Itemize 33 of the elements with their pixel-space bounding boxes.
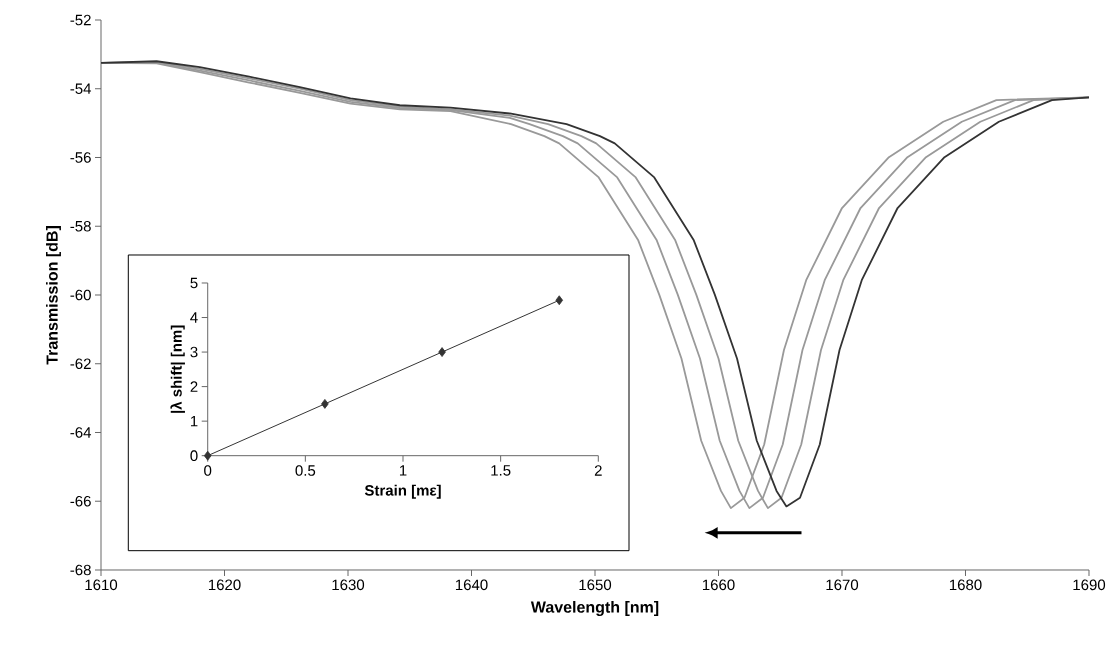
x-tick-label: 1680 <box>949 579 982 591</box>
y-tick-label: -66 <box>70 495 91 507</box>
y-tick-label: -52 <box>70 14 91 26</box>
x-tick-label: 1610 <box>85 579 118 591</box>
y-tick-label: -64 <box>70 427 92 438</box>
y-tick-label: 4 <box>190 312 198 323</box>
y-tick-label: -56 <box>70 152 91 163</box>
x-tick-label: 1 <box>399 465 407 476</box>
x-tick-label: 1630 <box>332 579 365 591</box>
y-tick-label: 5 <box>190 277 198 289</box>
y-tick-label: -54 <box>70 83 92 94</box>
x-tick-label: 1670 <box>826 579 859 591</box>
y-tick-label: 2 <box>190 381 198 392</box>
x-tick-label: 0 <box>204 465 212 476</box>
y-tick-label: 0 <box>190 450 198 461</box>
x-tick-label: 1650 <box>579 579 612 591</box>
y-tick-label: -58 <box>70 220 91 232</box>
x-tick-label: 1620 <box>208 579 241 591</box>
x-tick-label: 1660 <box>702 579 735 591</box>
y-tick-label: -68 <box>70 564 91 576</box>
x-tick-label: 2 <box>594 465 602 476</box>
y-axis-title: |λ shift| [nm] <box>170 325 185 413</box>
x-tick-label: 1.5 <box>491 465 511 476</box>
y-tick-label: 3 <box>190 346 198 358</box>
y-tick-label: -60 <box>70 289 91 301</box>
x-tick-label: 1690 <box>1073 579 1106 591</box>
x-tick-label: 0.5 <box>295 465 316 476</box>
y-tick-label: -62 <box>70 358 91 370</box>
x-tick-label: 1640 <box>455 579 488 591</box>
x-axis-title: Wavelength [nm] <box>530 601 659 616</box>
y-tick-label: 1 <box>190 415 198 427</box>
x-axis-title: Strain [mε] <box>364 484 441 499</box>
y-axis-title: Transmission [dB] <box>46 226 61 365</box>
